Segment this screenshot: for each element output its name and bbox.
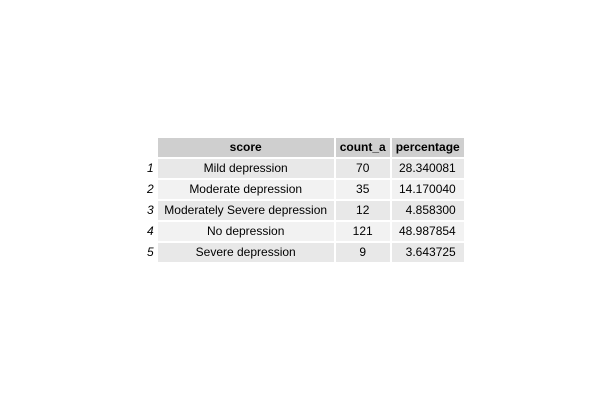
row-index: 2 [147,182,154,196]
cell-percentage: 28.340081 [391,159,464,178]
data-frame-output: score count_a percentage 1 Mild depressi… [141,136,466,264]
cell-percentage: 3.643725 [391,243,464,262]
cell-score: Severe depression [157,243,334,262]
index-column-header [143,138,156,157]
cell-count-a: 9 [335,243,390,262]
column-header-count-a: count_a [335,138,390,157]
cell-score: No depression [157,222,334,241]
table-row: 3 Moderately Severe depression 12 4.8583… [143,201,464,220]
table-row: 1 Mild depression 70 28.340081 [143,159,464,178]
table-header-row: score count_a percentage [143,138,464,157]
row-index: 4 [147,224,154,238]
cell-score: Moderate depression [157,180,334,199]
cell-percentage: 14.170040 [391,180,464,199]
table-row: 5 Severe depression 9 3.643725 [143,243,464,262]
column-header-percentage: percentage [391,138,464,157]
cell-count-a: 35 [335,180,390,199]
table-row: 2 Moderate depression 35 14.170040 [143,180,464,199]
cell-percentage: 48.987854 [391,222,464,241]
cell-count-a: 70 [335,159,390,178]
cell-count-a: 121 [335,222,390,241]
row-index: 1 [147,161,154,175]
cell-percentage: 4.858300 [391,201,464,220]
cell-score: Moderately Severe depression [157,201,334,220]
cell-count-a: 12 [335,201,390,220]
cell-score: Mild depression [157,159,334,178]
column-header-score: score [157,138,334,157]
data-table: score count_a percentage 1 Mild depressi… [141,136,466,264]
row-index: 5 [147,245,154,259]
row-index: 3 [147,203,154,217]
table-row: 4 No depression 121 48.987854 [143,222,464,241]
